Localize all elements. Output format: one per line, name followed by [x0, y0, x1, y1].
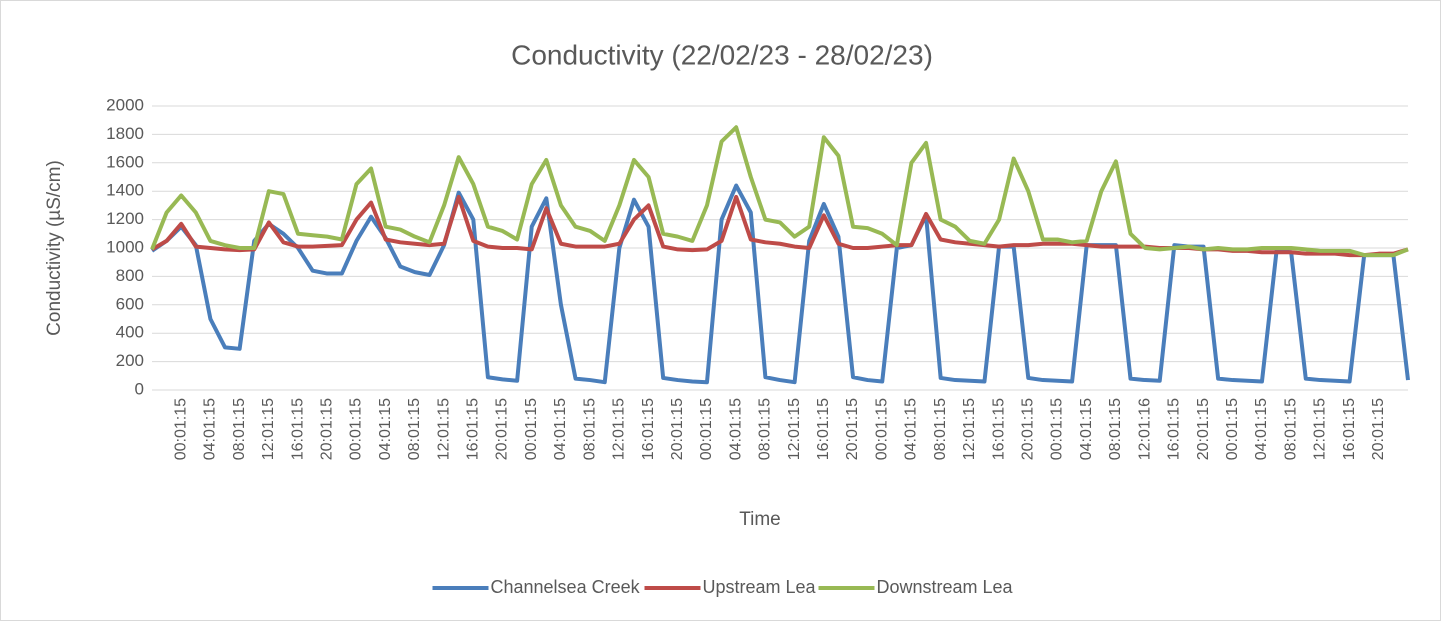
y-tick-label: 1800 [106, 124, 144, 143]
x-tick-label: 04:01:15 [1253, 398, 1270, 460]
x-tick-label: 16:01:15 [990, 398, 1007, 460]
x-tick-label: 16:01:15 [465, 398, 482, 460]
x-tick-label: 12:01:15 [435, 398, 452, 460]
x-tick-label: 20:01:15 [1195, 398, 1212, 460]
x-tick-label: 08:01:15 [581, 398, 598, 460]
x-tick-label: 20:01:15 [1019, 398, 1036, 460]
x-tick-label: 04:01:15 [1078, 398, 1095, 460]
x-tick-label: 00:01:15 [1224, 398, 1241, 460]
x-tick-label: 12:01:15 [1312, 398, 1329, 460]
x-tick-label: 20:01:15 [318, 398, 335, 460]
x-axis-label: Time [739, 509, 781, 530]
x-tick-label: 04:01:15 [727, 398, 744, 460]
x-tick-label: 08:01:15 [932, 398, 949, 460]
x-tick-label: 12:01:15 [786, 398, 803, 460]
x-tick-label: 00:01:15 [698, 398, 715, 460]
x-tick-label: 20:01:15 [1370, 398, 1387, 460]
y-tick-label: 2000 [106, 95, 144, 114]
y-tick-label: 1000 [106, 237, 144, 256]
x-tick-label: 20:01:15 [844, 398, 861, 460]
x-tick-label: 04:01:15 [552, 398, 569, 460]
x-tick-label: 20:01:15 [494, 398, 511, 460]
x-tick-label: 20:01:15 [669, 398, 686, 460]
y-tick-label: 200 [116, 351, 144, 370]
y-tick-label: 400 [116, 323, 144, 342]
x-tick-label: 00:01:15 [873, 398, 890, 460]
x-tick-label: 08:01:15 [757, 398, 774, 460]
x-tick-label: 04:01:15 [903, 398, 920, 460]
x-tick-label: 04:01:15 [377, 398, 394, 460]
x-tick-label: 04:01:15 [202, 398, 219, 460]
x-tick-label: 16:01:15 [1341, 398, 1358, 460]
y-axis-label: Conductivity (µS/cm) [44, 160, 65, 336]
x-tick-label: 00:01:15 [172, 398, 189, 460]
x-tick-label: 16:01:15 [1166, 398, 1183, 460]
series-line [150, 125, 1409, 258]
x-tick-label: 00:01:15 [523, 398, 540, 460]
y-tick-label: 0 [135, 379, 144, 398]
x-tick-label: 16:01:15 [815, 398, 832, 460]
x-tick-label: 12:01:15 [961, 398, 978, 460]
x-tick-label: 16:01:15 [289, 398, 306, 460]
x-tick-label: 12:01:15 [260, 398, 277, 460]
x-tick-label: 00:01:15 [348, 398, 365, 460]
x-tick-label: 08:01:15 [406, 398, 423, 460]
x-tick-label: 16:01:15 [640, 398, 657, 460]
x-tick-label: 12:01:16 [1136, 398, 1153, 460]
y-tick-label: 800 [116, 266, 144, 285]
legend-label: Upstream Lea [703, 577, 817, 597]
x-tick-label: 08:01:15 [1282, 398, 1299, 460]
x-tick-label: 08:01:15 [1107, 398, 1124, 460]
x-tick-label: 08:01:15 [231, 398, 248, 460]
legend-label: Downstream Lea [877, 577, 1014, 597]
y-tick-label: 1600 [106, 152, 144, 171]
legend-label: Channelsea Creek [491, 577, 641, 597]
chart-title: Conductivity (22/02/23 - 28/02/23) [511, 39, 933, 70]
y-tick-label: 600 [116, 294, 144, 313]
x-tick-label: 00:01:15 [1049, 398, 1066, 460]
x-tick-label: 12:01:15 [611, 398, 628, 460]
y-tick-label: 1400 [106, 181, 144, 200]
y-tick-label: 1200 [106, 209, 144, 228]
